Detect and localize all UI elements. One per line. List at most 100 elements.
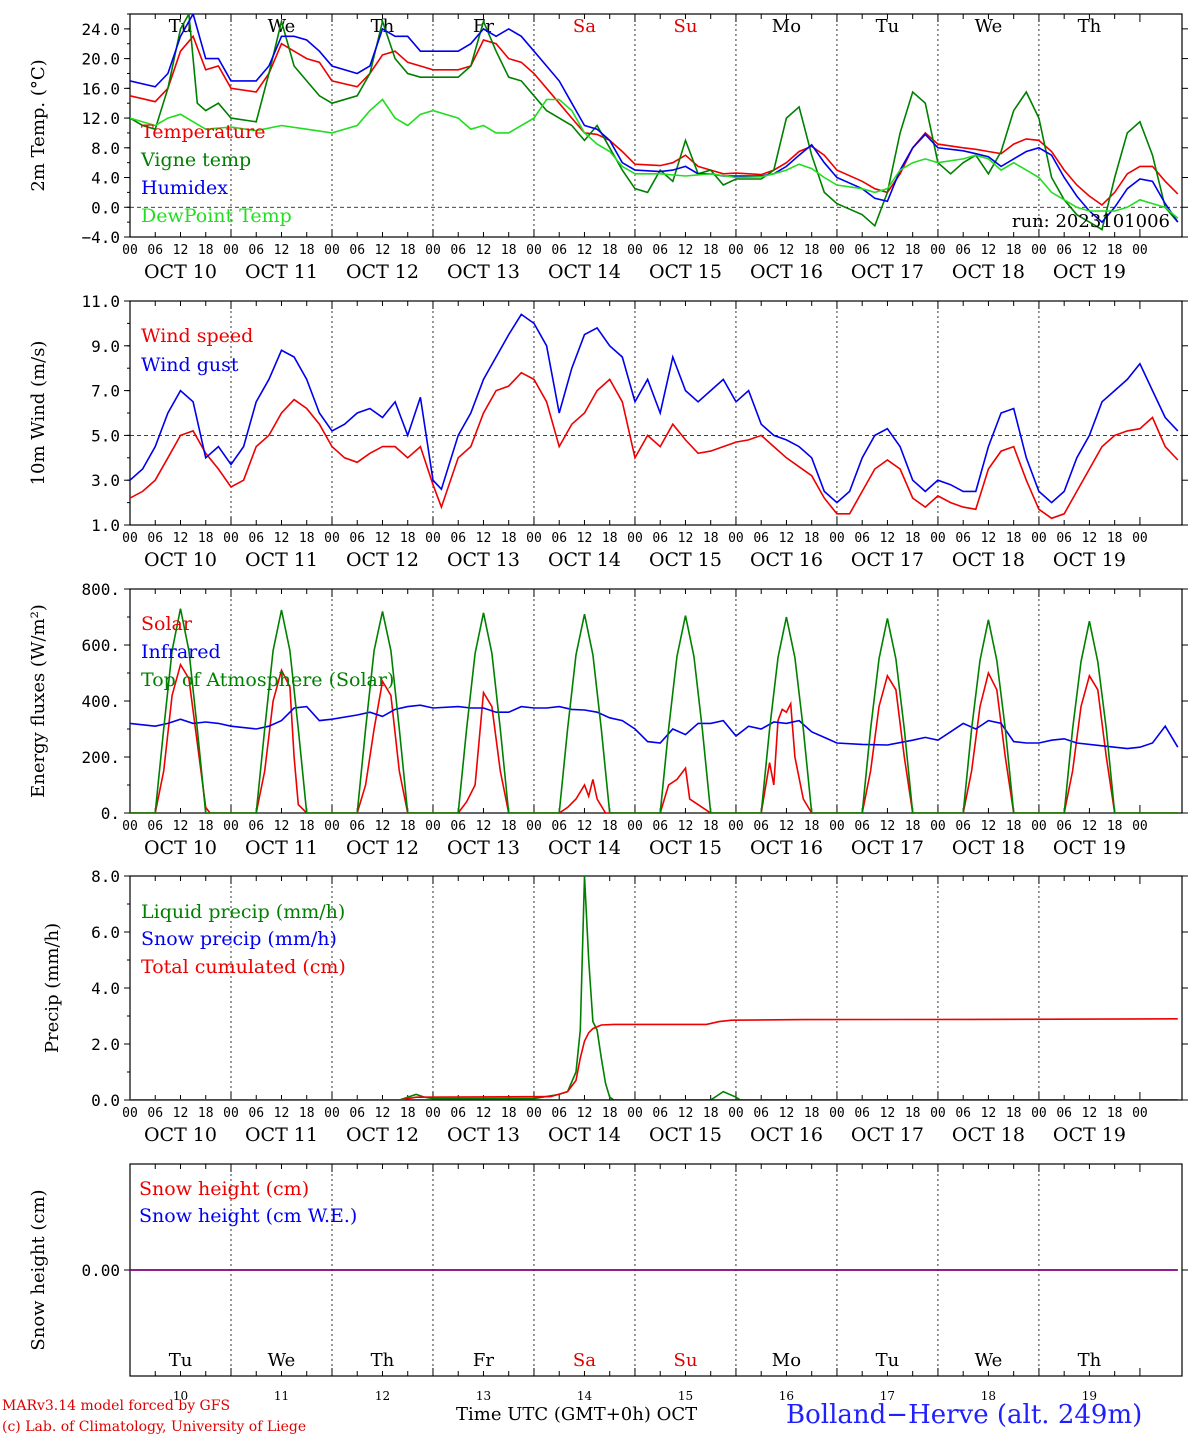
x-hour-label: 00 — [1031, 1106, 1047, 1121]
x-day-label: OCT 19 — [1053, 549, 1126, 571]
x-hour-label: 12 — [173, 1106, 189, 1121]
legend-entry: Snow height (cm W.E.) — [139, 1205, 357, 1227]
x-hour-label: 00 — [526, 1106, 542, 1121]
x-hour-label: 00 — [627, 819, 643, 834]
x-hour-label: 12 — [274, 1106, 290, 1121]
y-tick-label: 0.00 — [81, 1261, 120, 1280]
y-tick-label: 0. — [101, 804, 120, 823]
y-tick-label: 4.0 — [91, 979, 120, 998]
x-hour-label: 18 — [602, 1106, 618, 1121]
y-tick-label: 12.0 — [81, 109, 120, 128]
x-hour-label: 12 — [375, 819, 391, 834]
x-hour-label: 18 — [602, 243, 618, 258]
weekday-label: Mo — [772, 1350, 801, 1371]
x-day-label: OCT 17 — [851, 261, 924, 283]
x-hour-label: 12 — [577, 1106, 593, 1121]
x-hour-label: 12 — [880, 531, 896, 546]
x-hour-label: 18 — [804, 243, 820, 258]
x-hour-label: 06 — [248, 1106, 264, 1121]
legend-entry: Liquid precip (mm/h) — [141, 901, 345, 923]
station-name: Bolland−Herve (alt. 249m) — [786, 1400, 1143, 1430]
legend-entry: Solar — [141, 613, 193, 635]
y-tick-label: 4.0 — [91, 169, 120, 188]
legend-entry: Wind speed — [141, 325, 253, 347]
x-hour-label: 06 — [450, 531, 466, 546]
x-hour-label: 06 — [450, 819, 466, 834]
x-hour-label: 06 — [652, 243, 668, 258]
x-hour-label: 06 — [753, 1106, 769, 1121]
x-hour-label: 06 — [349, 243, 365, 258]
x-hour-label: 06 — [551, 1106, 567, 1121]
x-day-label: OCT 11 — [245, 261, 318, 283]
x-hour-label: 18 — [804, 1106, 820, 1121]
x-hour-label: 18 — [198, 1106, 214, 1121]
x-hour-label: 00 — [425, 243, 441, 258]
y-tick-label: 8.0 — [91, 139, 120, 158]
x-hour-label: 12 — [880, 243, 896, 258]
weekday-label: We — [975, 16, 1003, 37]
x-hour-label: 12 — [779, 819, 795, 834]
x-hour-label: 06 — [248, 531, 264, 546]
x-hour-label: 12 — [678, 819, 694, 834]
legend-entry: Infrared — [141, 641, 221, 663]
x-hour-label: 06 — [349, 531, 365, 546]
x-day-label: OCT 14 — [548, 549, 621, 571]
x-day-label: OCT 15 — [649, 1124, 722, 1146]
x-day-label: OCT 12 — [346, 837, 419, 859]
x-hour-label: 18 — [905, 531, 921, 546]
series-line-temperature — [130, 34, 1179, 207]
y-tick-label: 400. — [81, 692, 120, 711]
x-axis-title: Time UTC (GMT+0h) OCT — [456, 1404, 698, 1425]
weekday-label: Sa — [573, 16, 596, 37]
weekday-label: Fr — [473, 1350, 494, 1371]
x-day-label: OCT 16 — [750, 1124, 823, 1146]
x-day-label: OCT 11 — [245, 549, 318, 571]
x-hour-label: 18 — [299, 819, 315, 834]
x-hour-label: 12 — [1082, 1106, 1098, 1121]
x-hour-label: 00 — [1031, 531, 1047, 546]
x-hour-label: 06 — [753, 531, 769, 546]
y-axis-label: 10m Wind (m/s) — [28, 341, 49, 486]
x-hour-label: 00 — [829, 243, 845, 258]
y-tick-label: 11.0 — [81, 292, 120, 311]
x-hour-label: 00 — [728, 819, 744, 834]
x-day-label: OCT 19 — [1053, 261, 1126, 283]
x-hour-label: 00 — [122, 243, 138, 258]
x-hour-label: 12 — [981, 243, 997, 258]
weekday-label: Th — [1078, 16, 1102, 37]
day-number-label: 10 — [173, 1389, 188, 1403]
x-day-label: OCT 18 — [952, 261, 1025, 283]
x-hour-label: 18 — [198, 531, 214, 546]
x-hour-label: 00 — [526, 531, 542, 546]
x-day-label: OCT 16 — [750, 261, 823, 283]
legend-entry: Wind gust — [141, 354, 239, 376]
x-hour-label: 00 — [1132, 819, 1148, 834]
x-hour-label: 12 — [274, 531, 290, 546]
x-hour-label: 06 — [248, 819, 264, 834]
series-line-humidex — [130, 14, 1179, 224]
legend-entry: Snow height (cm) — [139, 1178, 309, 1200]
x-hour-label: 00 — [829, 819, 845, 834]
x-hour-label: 00 — [728, 531, 744, 546]
x-day-label: OCT 13 — [447, 1124, 520, 1146]
y-tick-label: 600. — [81, 636, 120, 655]
plot-frame — [129, 300, 1183, 526]
x-hour-label: 12 — [779, 531, 795, 546]
weekday-label: Su — [673, 1350, 697, 1371]
series-line-wind-speed — [130, 371, 1179, 520]
x-day-label: OCT 16 — [750, 837, 823, 859]
x-hour-label: 00 — [930, 819, 946, 834]
y-axis-label: Precip (mm/h) — [42, 923, 63, 1053]
model-credit: MARv3.14 model forced by GFS — [2, 1398, 231, 1414]
x-hour-label: 00 — [223, 819, 239, 834]
x-hour-label: 00 — [930, 1106, 946, 1121]
x-hour-label: 18 — [299, 1106, 315, 1121]
x-day-label: OCT 19 — [1053, 1124, 1126, 1146]
y-tick-label: 0.0 — [91, 1091, 120, 1110]
y-tick-label: 2.0 — [91, 1035, 120, 1054]
panel-temp: 24.0 20.0 16.0 12.0 8.0 4.0 0.0 −4.0 2m Temp. (°… — [28, 13, 1188, 283]
x-hour-label: 06 — [349, 1106, 365, 1121]
x-hour-label: 06 — [753, 819, 769, 834]
x-hour-label: 12 — [577, 531, 593, 546]
